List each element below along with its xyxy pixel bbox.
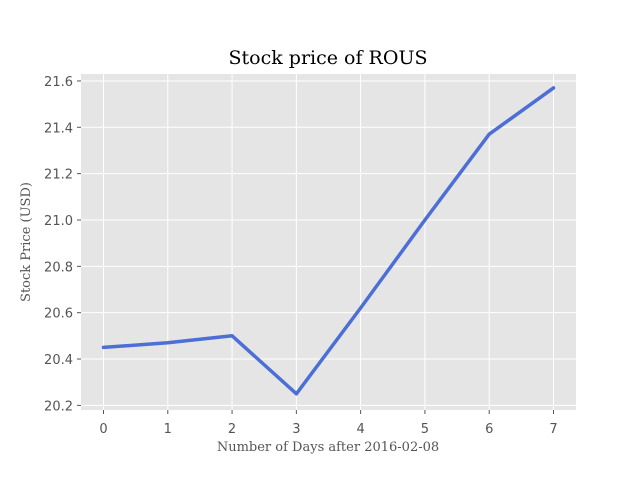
y-tick-label: 20.8 <box>44 260 73 275</box>
data-point <box>359 306 363 310</box>
y-tick-label: 20.2 <box>44 399 73 414</box>
data-point <box>487 132 491 136</box>
y-axis-ticks: 20.2 20.4 20.6 20.8 21.0 21.2 21.4 21.6 <box>44 75 81 414</box>
y-tick-label: 20.6 <box>44 307 73 322</box>
x-axis-ticks: 0 1 2 3 4 5 6 7 <box>99 410 558 437</box>
series-layer <box>101 86 556 396</box>
data-point <box>230 334 234 338</box>
series-line <box>101 86 556 396</box>
y-axis-label: Stock Price (USD) <box>19 182 34 302</box>
y-tick-label: 21.2 <box>44 168 73 183</box>
x-axis-label: Number of Days after 2016-02-08 <box>217 440 439 455</box>
x-tick-label: 5 <box>421 422 429 437</box>
x-tick-label: 0 <box>99 422 107 437</box>
y-tick-label: 20.4 <box>44 353 73 368</box>
data-point <box>102 345 105 349</box>
x-tick-label: 4 <box>357 422 365 437</box>
data-point <box>423 218 427 222</box>
y-tick-label: 21.4 <box>44 121 73 136</box>
x-tick-label: 7 <box>549 422 557 437</box>
grid-lines <box>81 74 576 410</box>
x-tick-label: 1 <box>164 422 172 437</box>
x-tick-label: 3 <box>292 422 300 437</box>
x-tick-label: 6 <box>485 422 493 437</box>
x-tick-label: 2 <box>228 422 236 437</box>
y-tick-label: 21.6 <box>44 75 73 90</box>
data-point <box>166 341 170 345</box>
chart-title: Stock price of ROUS <box>229 47 428 69</box>
data-point <box>294 392 298 396</box>
data-point <box>552 86 555 90</box>
y-tick-label: 21.0 <box>44 214 73 229</box>
